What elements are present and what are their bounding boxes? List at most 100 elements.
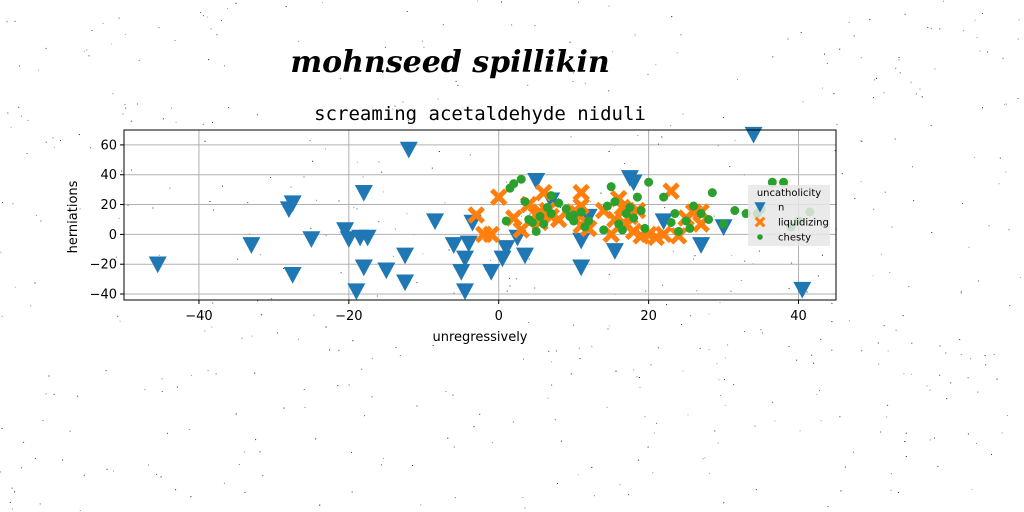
data-point: [572, 197, 590, 215]
speckle-dot: [40, 220, 42, 222]
speckle-dot: [255, 439, 257, 441]
data-point: [339, 231, 358, 248]
speckle-dot: [899, 72, 901, 74]
speckle-dot: [551, 384, 553, 386]
speckle-dot: [479, 413, 481, 415]
speckle-dot: [118, 218, 120, 219]
legend-title: uncatholicity: [757, 188, 821, 199]
speckle-dot: [737, 79, 738, 81]
speckle-dot: [521, 215, 522, 217]
speckle-dot: [209, 201, 211, 202]
speckle-dot: [455, 80, 457, 82]
speckle-dot: [1006, 415, 1008, 417]
speckle-dot: [824, 53, 825, 55]
speckle-dot: [45, 141, 47, 143]
speckle-dot: [889, 271, 891, 273]
speckle-dot: [20, 115, 22, 117]
data-point: [509, 179, 519, 189]
speckle-dot: [993, 354, 995, 355]
speckle-dot: [730, 290, 732, 292]
speckle-dot: [348, 384, 350, 386]
speckle-dot: [34, 282, 36, 284]
speckle-dot: [886, 416, 888, 418]
speckle-dot: [873, 208, 875, 210]
speckle-dot: [447, 437, 449, 439]
speckle-dot: [223, 482, 225, 484]
speckle-dot: [452, 394, 454, 396]
speckle-dot: [490, 260, 491, 261]
speckle-dot: [945, 352, 947, 354]
speckle-dot: [136, 103, 138, 105]
speckle-dot: [454, 497, 456, 499]
speckle-dot: [577, 474, 579, 476]
speckle-dot: [204, 330, 206, 332]
speckle-dot: [213, 209, 214, 211]
speckle-dot: [18, 106, 20, 108]
speckle-dot: [26, 153, 28, 154]
speckle-dot: [523, 358, 524, 360]
data-point: [692, 237, 711, 254]
speckle-dot: [658, 143, 659, 145]
speckle-dot: [152, 207, 154, 209]
data-point: [336, 222, 355, 239]
speckle-dot: [717, 442, 719, 444]
speckle-dot: [69, 430, 71, 432]
speckle-dot: [978, 280, 979, 282]
speckle-dot: [432, 345, 434, 346]
speckle-dot: [6, 21, 8, 23]
speckle-dot: [905, 456, 907, 457]
y-tick-label: 60: [100, 138, 117, 153]
speckle-dot: [600, 192, 602, 194]
speckle-dot: [235, 413, 237, 415]
speckle-dot: [227, 8, 229, 10]
speckle-dot: [939, 28, 941, 30]
speckle-dot: [676, 52, 678, 54]
x-tick-label: 40: [790, 309, 807, 324]
data-point: [302, 231, 321, 248]
speckle-dot: [551, 361, 553, 363]
speckle-dot: [522, 497, 524, 498]
speckle-dot: [548, 350, 550, 352]
speckle-dot: [0, 471, 2, 473]
speckle-dot: [962, 203, 964, 205]
speckle-dot: [437, 98, 439, 100]
speckle-dot: [831, 321, 833, 323]
data-point: [584, 216, 594, 226]
speckle-dot: [887, 350, 889, 352]
speckle-dot: [121, 170, 123, 172]
speckle-dot: [416, 282, 418, 284]
speckle-dot: [188, 429, 190, 430]
speckle-dot: [206, 16, 208, 18]
speckle-dot: [840, 490, 842, 492]
speckle-dot: [713, 215, 715, 217]
speckle-dot: [987, 51, 989, 53]
speckle-dot: [853, 35, 855, 37]
speckle-dot: [584, 82, 586, 84]
speckle-dot: [915, 93, 917, 95]
speckle-dot: [744, 331, 745, 333]
speckle-dot: [115, 256, 117, 258]
speckle-dot: [23, 441, 25, 443]
speckle-dot: [904, 441, 906, 442]
speckle-dot: [639, 386, 641, 388]
speckle-dot: [905, 432, 907, 434]
data-point: [535, 211, 545, 221]
speckle-dot: [720, 395, 722, 397]
speckle-dot: [259, 254, 261, 256]
speckle-dot: [652, 472, 654, 474]
speckle-dot: [878, 363, 880, 365]
speckle-dot: [1008, 229, 1010, 231]
speckle-dot: [681, 324, 683, 325]
speckle-dot: [338, 200, 340, 202]
data-point: [629, 213, 639, 223]
data-point: [659, 192, 669, 202]
speckle-dot: [378, 161, 380, 163]
legend-entries: n liquidizing chesty: [754, 202, 829, 244]
data-point: [625, 203, 635, 213]
data-point: [283, 195, 302, 213]
speckle-dot: [637, 459, 639, 461]
speckle-dot: [962, 30, 964, 32]
speckle-dot: [873, 97, 875, 99]
speckle-dot: [606, 406, 608, 408]
speckle-dot: [902, 315, 904, 317]
